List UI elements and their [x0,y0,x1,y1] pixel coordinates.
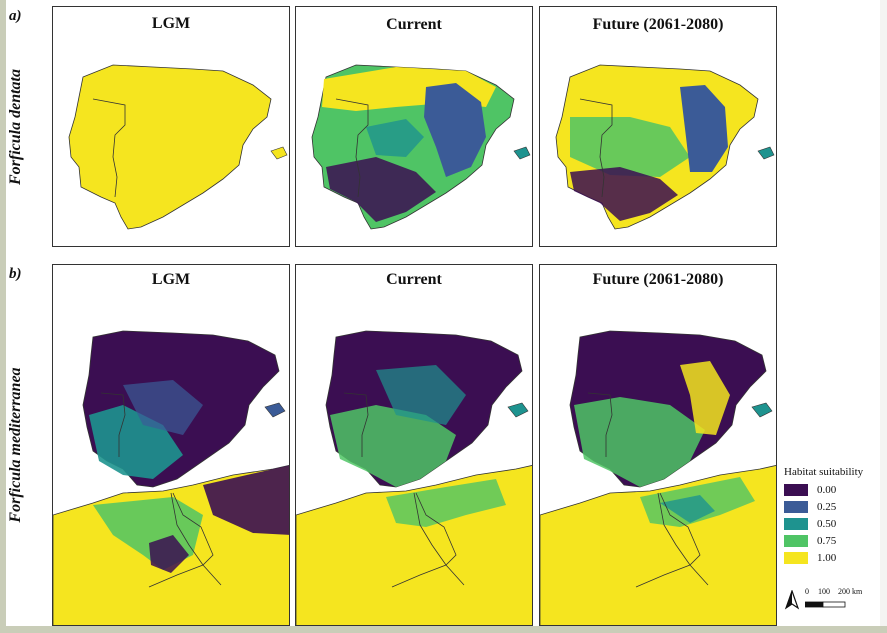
green-band [574,397,705,487]
green-patch [386,479,506,527]
scale-label-0: 0 [805,587,809,596]
panel-a-future: Future (2061-2080) [539,6,777,247]
portugal-border [587,392,613,457]
legend-item: 0.50 [784,515,878,532]
portugal-border [100,392,126,457]
species-b-label: Forficula mediterranea [7,367,24,523]
dark-spot [149,535,189,573]
panel-b-future: Future (2061-2080) [539,264,777,626]
panel-title: Current [386,271,442,288]
panel-b-current: Current [295,264,533,626]
balearic-islands [513,146,531,160]
blue-center [123,380,203,435]
map-b-lgm [53,330,289,625]
legend-item: 0.75 [784,532,878,549]
map-a-current [311,64,531,230]
legend-value: 0.00 [817,483,837,496]
legend-swatch [784,517,808,530]
row-a-label: a) [9,8,22,24]
background-strip-left [0,0,6,633]
legend-item: 1.00 [784,549,878,566]
dark-east [424,83,486,177]
teal-center [376,365,466,425]
panel-b-lgm: LGM [52,264,290,626]
map-b-current [296,330,532,625]
legend-swatch [784,534,808,547]
dark-east [680,85,728,172]
map-a-lgm [68,64,288,230]
country-borders [635,492,709,588]
legend-value: 0.75 [817,534,837,547]
legend: Habitat suitability 0.00 0.25 0.50 0.75 1.00 [784,466,878,566]
legend-swatch [784,483,808,496]
panel-title: Future (2061-2080) [592,16,724,33]
green-band [330,405,456,487]
legend-value: 1.00 [817,551,837,564]
portugal-border [335,98,369,198]
panel-title: LGM [151,271,191,288]
legend-value: 0.50 [817,517,837,530]
panel-title: Current [386,16,442,33]
country-borders [391,492,465,588]
balearic-islands [751,402,773,418]
dark-northeast-africa [203,465,289,535]
scale-bar-graphic [805,601,846,608]
teal-center [366,119,424,157]
map-a-future [555,64,775,230]
dark-south [570,167,678,221]
legend-swatch [784,551,808,564]
green-band [570,117,690,177]
dark-south [326,157,436,222]
map-b-future [540,330,776,625]
balearic-islands [507,402,529,418]
yellow-east [680,361,730,435]
portugal-border [343,392,369,457]
portugal-border [579,98,613,198]
north-arrow-icon [784,590,800,610]
panel-a-lgm [52,6,290,247]
balearic-islands [270,146,288,160]
row-b-label: b) [9,266,22,282]
iberia-shape [68,64,272,230]
portugal-border [92,98,126,198]
scale-bar: 0 100 200 km [784,586,878,614]
panel-a-current: Current [295,6,533,247]
panel-title: Future (2061-2080) [592,271,724,288]
scale-label-100: 100 [818,587,830,596]
legend-item: 0.25 [784,498,878,515]
legend-rows: 0.00 0.25 0.50 0.75 1.00 [784,481,878,566]
scale-label-200: 200 km [838,587,863,596]
panel-title-a-lgm: LGM [151,15,191,32]
legend-item: 0.00 [784,481,878,498]
legend-title: Habitat suitability [784,466,864,478]
balearic-islands [264,402,286,418]
legend-value: 0.25 [817,500,837,513]
legend-swatch [784,500,808,513]
background-strip-bottom [0,626,887,633]
country-borders [148,492,222,588]
teal-patch [660,495,715,523]
balearic-islands [757,146,775,160]
species-a-label: Forficula dentata [7,69,24,186]
